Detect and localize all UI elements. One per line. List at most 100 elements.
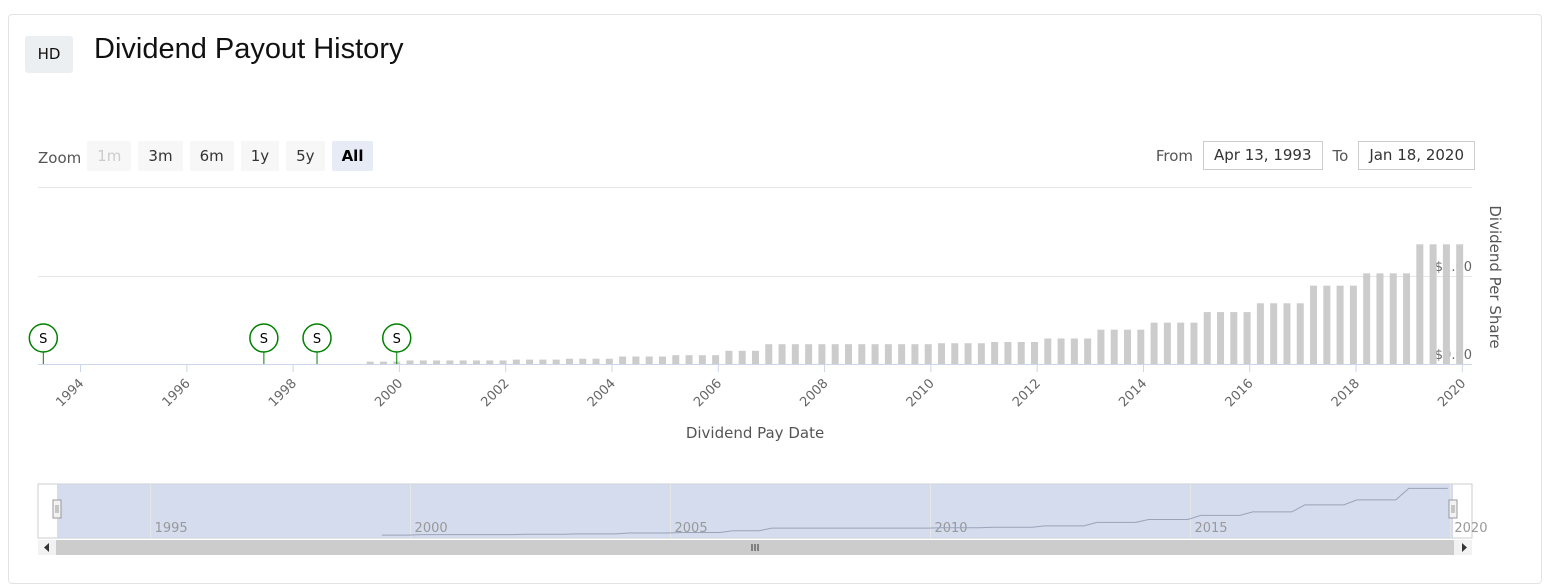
- bar: [818, 344, 826, 364]
- bar: [459, 360, 467, 364]
- x-tick-label: 2016: [1223, 376, 1257, 410]
- from-input[interactable]: Apr 13, 1993: [1203, 141, 1323, 170]
- bar: [1416, 244, 1424, 364]
- navigator-handle[interactable]: [1448, 499, 1458, 519]
- x-tick-label: 2008: [797, 376, 831, 410]
- bar: [938, 343, 946, 364]
- bar: [1403, 273, 1411, 364]
- bar: [685, 355, 693, 364]
- bar: [1057, 338, 1065, 364]
- navigator-mask: [57, 484, 1453, 538]
- flag: [249, 323, 279, 353]
- x-tick-label: 2006: [691, 376, 725, 410]
- bar: [951, 343, 959, 364]
- bar: [858, 344, 866, 364]
- bar: [406, 360, 414, 364]
- x-tick-label: 2018: [1329, 376, 1363, 410]
- y-tick-label: $1.00: [1435, 260, 1472, 275]
- page-title: Dividend Payout History: [94, 33, 404, 65]
- bar: [725, 350, 733, 364]
- chart: Dividend Pay Date Dividend Per Share 199…: [28, 187, 1504, 555]
- bar: [1017, 342, 1025, 364]
- to-label: To: [1332, 146, 1349, 165]
- bar: [991, 342, 999, 364]
- navigator-line: [382, 487, 1448, 536]
- zoom-button[interactable]: 3m: [138, 141, 183, 171]
- zoom-button[interactable]: 5y: [286, 141, 325, 171]
- bar: [658, 356, 666, 364]
- bar: [871, 344, 879, 364]
- bar: [805, 344, 813, 364]
- bar: [964, 343, 972, 364]
- x-tick-label: 1994: [53, 376, 87, 410]
- bar: [1283, 303, 1291, 364]
- navigator: 1995 2000 2005 2010 2015 2020: [37, 483, 1487, 555]
- navigator-handle[interactable]: [52, 499, 62, 519]
- scroll-right-arrow[interactable]: [1462, 543, 1467, 552]
- bar: [1203, 312, 1211, 364]
- bar: [1150, 322, 1158, 364]
- bar: [977, 343, 985, 364]
- bar: [1442, 244, 1450, 364]
- flag: [302, 323, 332, 353]
- bar: [1163, 322, 1171, 364]
- zoom-button: 1m: [87, 141, 132, 171]
- to-input[interactable]: Jan 18, 2020: [1358, 141, 1475, 170]
- bar: [1363, 273, 1371, 364]
- navigator-tick-label: 2020: [1454, 521, 1487, 536]
- bar: [619, 356, 627, 364]
- bar: [1097, 329, 1105, 364]
- bar: [1323, 285, 1331, 364]
- bar: [1217, 312, 1225, 364]
- scroll-left-arrow[interactable]: [44, 543, 49, 552]
- zoom-label: Zoom: [38, 149, 82, 167]
- y-tick-label: $0.00: [1435, 348, 1472, 363]
- x-tick-label: 2000: [372, 376, 406, 410]
- bar: [712, 355, 720, 364]
- bar: [379, 361, 387, 364]
- bar: [1124, 329, 1132, 364]
- flag: [28, 323, 59, 353]
- bar: [1376, 273, 1384, 364]
- bar: [738, 350, 746, 364]
- zoom-button[interactable]: All: [331, 141, 374, 171]
- bar: [1336, 285, 1344, 364]
- bar: [1256, 303, 1264, 364]
- bar: [1137, 329, 1145, 364]
- bar: [1230, 312, 1238, 364]
- bar: [1429, 244, 1437, 364]
- flag-label: S: [313, 332, 321, 347]
- bar: [924, 344, 932, 364]
- navigator-tick-label: 2005: [675, 521, 708, 536]
- bar: [446, 360, 454, 364]
- bar: [512, 359, 520, 364]
- bar: [592, 358, 600, 364]
- bar: [433, 360, 441, 364]
- bar: [499, 360, 507, 364]
- bar: [672, 355, 680, 364]
- bar: [911, 344, 919, 364]
- y-axis-title: Dividend Per Share: [1486, 205, 1504, 348]
- bar: [778, 344, 786, 364]
- bar: [1270, 303, 1278, 364]
- bar: [1044, 338, 1052, 364]
- bar: [1070, 338, 1078, 364]
- bar: [1084, 338, 1092, 364]
- bar: [791, 344, 799, 364]
- bar: [419, 360, 427, 364]
- x-axis-title: Dividend Pay Date: [686, 424, 824, 442]
- page: {"header": {"badge": "HD", "title": "Div…: [8, 14, 1542, 584]
- x-tick-label: 2020: [1435, 376, 1469, 410]
- flag-label: S: [39, 332, 47, 347]
- from-label: From: [1155, 146, 1193, 165]
- bar: [765, 344, 773, 364]
- bar: [605, 358, 613, 364]
- bar: [366, 361, 374, 364]
- navigator-tick-label: 2010: [934, 521, 967, 536]
- zoom-button[interactable]: 1y: [240, 141, 280, 171]
- date-range: From Apr 13, 1993 To Jan 18, 2020: [1156, 141, 1475, 170]
- x-tick-label: 2002: [479, 376, 513, 410]
- navigator-tick-label: 2000: [415, 521, 448, 536]
- bar: [472, 360, 480, 364]
- zoom-button[interactable]: 6m: [189, 141, 234, 171]
